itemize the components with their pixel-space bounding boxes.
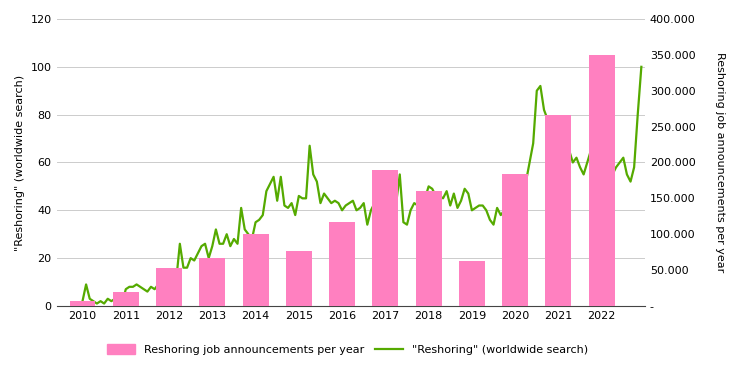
Bar (589, 55, 615, 306)
Bar (545, 115, 571, 306)
Y-axis label: "Reshoring" (worldwide search): "Reshoring" (worldwide search) (15, 74, 25, 250)
Y-axis label: Reshoring job announcements per year: Reshoring job announcements per year (715, 52, 725, 273)
Bar (502, 174, 528, 306)
Bar (372, 170, 398, 306)
Bar (112, 292, 138, 306)
Bar (156, 268, 182, 306)
Bar (286, 251, 312, 306)
Legend: Reshoring job announcements per year, "Reshoring" (worldwide search): Reshoring job announcements per year, "R… (103, 340, 593, 360)
Bar (243, 234, 269, 306)
Bar (199, 258, 225, 306)
Bar (329, 222, 355, 306)
Bar (416, 191, 442, 306)
Bar (459, 261, 485, 306)
Bar (70, 301, 95, 306)
